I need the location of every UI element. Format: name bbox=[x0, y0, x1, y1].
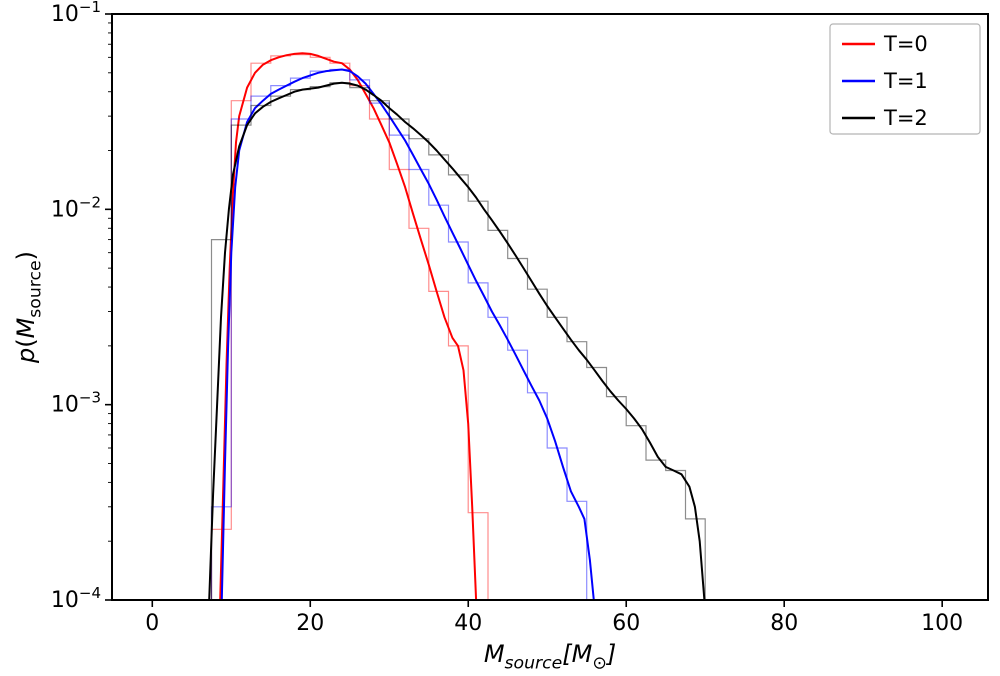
x-axis: 0 20 40 60 80 100 bbox=[145, 600, 963, 636]
y-axis: 10−1 10−2 10−3 10−4 bbox=[51, 0, 112, 613]
legend-label-T=2: T=2 bbox=[883, 106, 928, 130]
y-tick-label: 10−4 bbox=[51, 584, 101, 613]
y-axis-label: p(Msource) bbox=[12, 251, 46, 364]
y-tick-label: 10−1 bbox=[51, 0, 101, 27]
x-tick-label: 0 bbox=[145, 611, 159, 636]
x-tick-label: 80 bbox=[770, 611, 798, 636]
legend-box bbox=[829, 23, 981, 135]
x-tick-label: 40 bbox=[454, 611, 482, 636]
axes-spines bbox=[111, 13, 989, 601]
y-tick-label: 10−3 bbox=[51, 389, 101, 418]
x-axis-label: Msource[M⊙] bbox=[484, 640, 616, 674]
legend-label-T=0: T=0 bbox=[883, 32, 928, 56]
series-line-T=1 bbox=[220, 68, 595, 600]
plot-area bbox=[208, 52, 706, 600]
x-tick-label: 60 bbox=[612, 611, 640, 636]
legend-label-T=1: T=1 bbox=[883, 69, 928, 93]
histogram-steps-T=1 bbox=[210, 68, 588, 600]
x-tick-label: 20 bbox=[296, 611, 324, 636]
y-tick-label: 10−2 bbox=[51, 193, 101, 222]
series-line-T=2 bbox=[208, 81, 706, 600]
x-tick-label: 100 bbox=[921, 611, 963, 636]
histogram-steps-T=0 bbox=[210, 54, 489, 600]
series-line-T=0 bbox=[219, 52, 478, 600]
legend: T=0 T=1 T=2 bbox=[829, 23, 981, 135]
